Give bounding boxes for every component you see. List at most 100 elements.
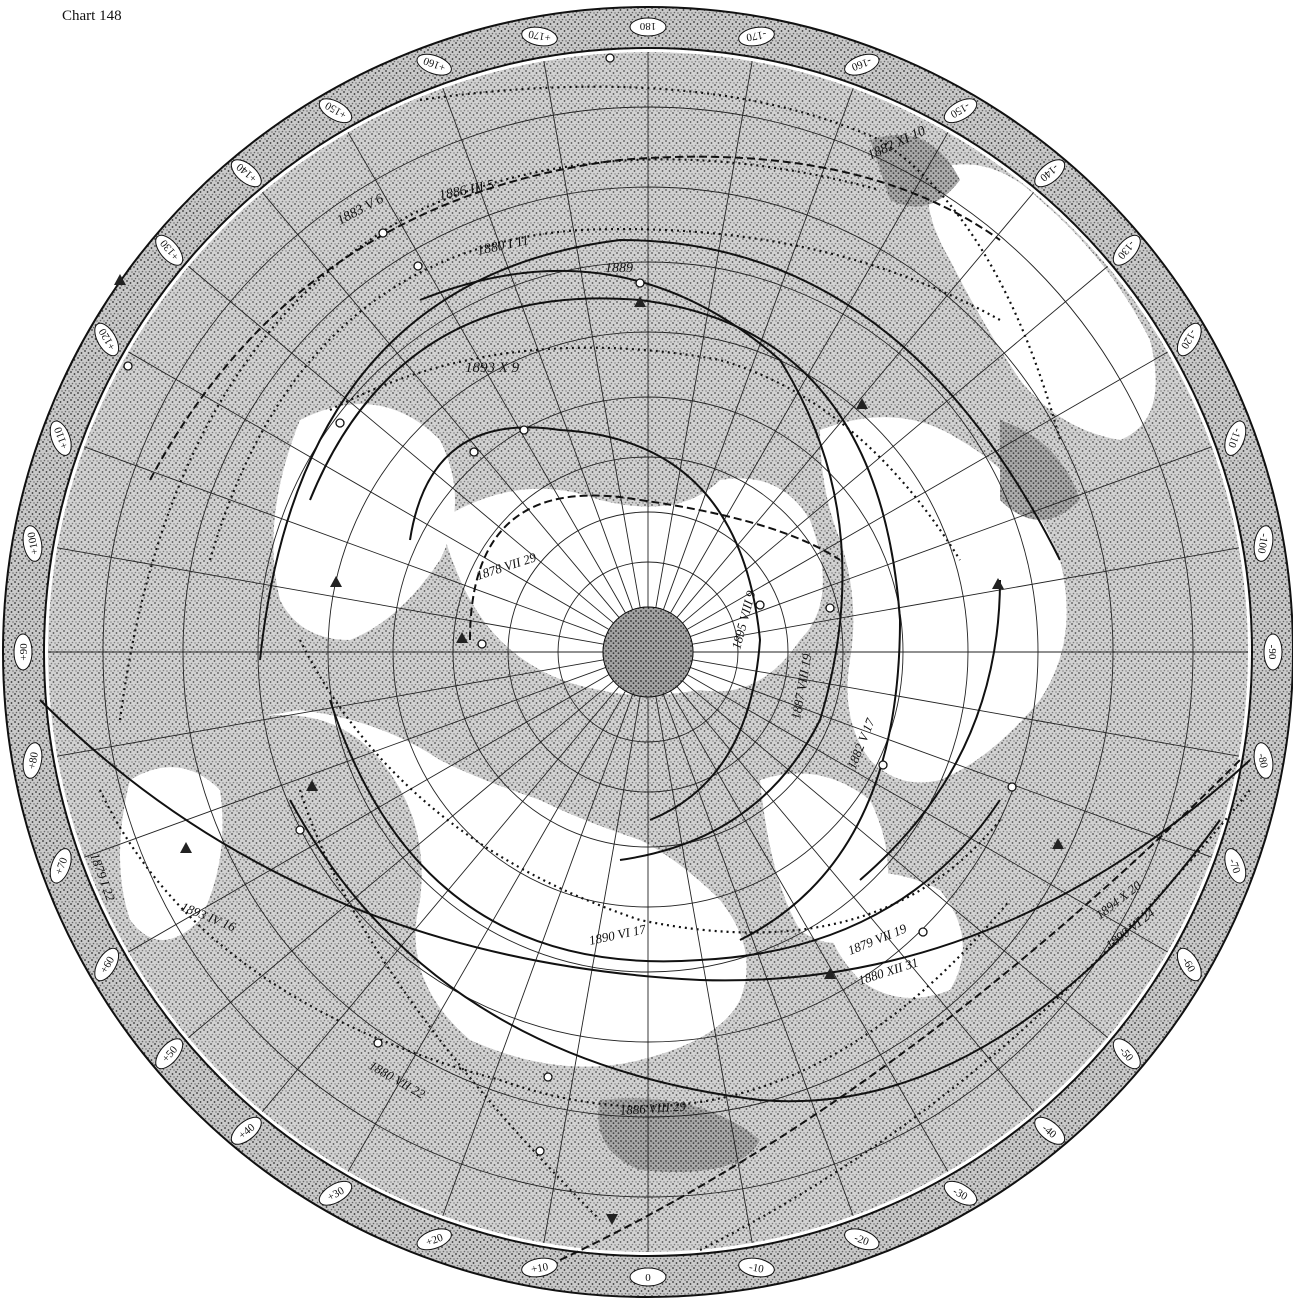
meridian-line <box>542 56 641 608</box>
ring-tick: +170 <box>521 26 558 47</box>
meridian-line <box>52 546 604 645</box>
ring-tick-label: +70 <box>53 856 70 877</box>
track-1886-iii-5 <box>149 155 1001 481</box>
ring-tick: -100 <box>1253 525 1274 562</box>
meridian-line <box>79 666 606 860</box>
ring-tick: -40 <box>1034 1116 1066 1145</box>
track-markers <box>123 53 1017 1156</box>
meridian-line <box>184 680 614 1042</box>
ring-tick: 180 <box>629 17 667 37</box>
track-1894-x-20 <box>559 759 1241 1261</box>
ring-tick: -10 <box>738 1257 775 1278</box>
track-1889 <box>259 238 1061 661</box>
ring-tick: -80 <box>1253 742 1274 779</box>
ring-tick-label: -20 <box>853 1232 871 1248</box>
ring-tick: +120 <box>94 322 120 357</box>
track-1882-v-17 <box>309 297 902 941</box>
track-1879-vii-19 <box>329 699 1001 963</box>
ring-tick: -170 <box>738 26 775 47</box>
ring-tick: +50 <box>155 1038 184 1070</box>
track-1883-v-6 <box>118 158 881 721</box>
ring-tick: -140 <box>1034 159 1066 188</box>
ring-tick: +70 <box>49 848 72 884</box>
meridian-line <box>123 674 610 955</box>
track-1893-iv-16 <box>39 699 1251 982</box>
meridian-line <box>682 262 1112 624</box>
meridian-line <box>345 690 626 1177</box>
meridian-line <box>686 349 1173 630</box>
track-1882-xi-10 <box>419 85 1062 441</box>
track-1880-xii-31 <box>859 579 1001 881</box>
meridian-line <box>440 694 634 1221</box>
meridian-line <box>345 127 626 614</box>
ring-tick: +100 <box>22 525 43 562</box>
ring-tick-label: -80 <box>1255 752 1269 769</box>
track-triangles <box>114 274 1064 1225</box>
ring-tick: +30 <box>318 1180 353 1206</box>
ring-tick: -30 <box>943 1180 978 1206</box>
meridian-line <box>123 349 610 630</box>
ring-tick: -150 <box>943 98 978 124</box>
meridian-line <box>670 690 951 1177</box>
meridian-line <box>690 666 1217 860</box>
track-1893-x-9 <box>329 346 961 561</box>
track-1878-vii-29 <box>469 494 841 641</box>
ring-tick: +20 <box>416 1228 452 1251</box>
ring-tick-label: +170 <box>527 28 552 44</box>
track-1895-viii-9 <box>409 426 762 821</box>
label-1893-x-9: 1893 X 9 <box>465 360 520 376</box>
ring-tick: +160 <box>416 53 452 76</box>
ring-tick: -20 <box>844 1228 880 1251</box>
ring-tick: -90 <box>1263 633 1283 671</box>
label-1886-viii-29: 1886 VIII 29 <box>619 1098 687 1118</box>
ring-tick: +90 <box>13 633 33 671</box>
meridian-line <box>692 546 1244 645</box>
ring-tick-label: +80 <box>26 751 41 771</box>
ring-tick: 0 <box>629 1267 667 1287</box>
ring-tick: +40 <box>230 1116 262 1145</box>
ring-tick: +10 <box>521 1257 558 1278</box>
track-1886-viii-29 <box>289 799 1221 1103</box>
meridian-line <box>440 83 634 610</box>
ring-tick-label: -100 <box>1255 532 1270 554</box>
land-arabia <box>820 872 963 998</box>
ring-tick-label: +100 <box>26 531 42 556</box>
land-southamerica <box>120 767 223 940</box>
ring-tick: -70 <box>1224 848 1247 884</box>
ring-tick-label: -10 <box>748 1261 765 1275</box>
land-australia <box>927 164 1156 441</box>
ring-tick-label: +20 <box>424 1231 445 1248</box>
ring-tick: +80 <box>22 742 43 779</box>
track-1880-i-11 <box>208 227 1001 561</box>
meridian-line <box>655 56 754 608</box>
meridian-line <box>79 444 606 638</box>
ring-tick: +110 <box>49 420 72 456</box>
meridian-line <box>655 696 754 1248</box>
ring-tick-label: -170 <box>745 28 767 43</box>
ring-tick-label: -70 <box>1226 857 1242 875</box>
track-1880-vii-22 <box>298 789 601 1221</box>
meridian-line <box>682 680 1112 1042</box>
meridian-line <box>52 659 604 758</box>
pole-cap <box>602 606 694 698</box>
chart-label: Chart 148 <box>62 8 122 24</box>
meridian-line <box>662 694 856 1221</box>
ring-tick-label: -90 <box>1266 645 1278 660</box>
ring-tick: -110 <box>1224 420 1247 456</box>
track-1879-i-22 <box>99 789 1011 1108</box>
meridian-line <box>690 444 1217 638</box>
meridian-line <box>662 83 856 610</box>
ring-tick: +150 <box>318 98 353 124</box>
meridian-line <box>676 686 1038 1116</box>
ring-tick-label: +90 <box>18 643 30 661</box>
ring-tick-label: 0 <box>645 1272 651 1284</box>
ring-tick: +60 <box>94 947 120 982</box>
land-northamerica <box>273 404 455 640</box>
meridian-line <box>258 188 620 618</box>
ring-tick: -60 <box>1176 947 1202 982</box>
land-europe <box>440 478 823 695</box>
meridian-line <box>184 262 614 624</box>
meridian-line <box>686 674 1173 955</box>
ring-tick: -50 <box>1112 1038 1141 1070</box>
